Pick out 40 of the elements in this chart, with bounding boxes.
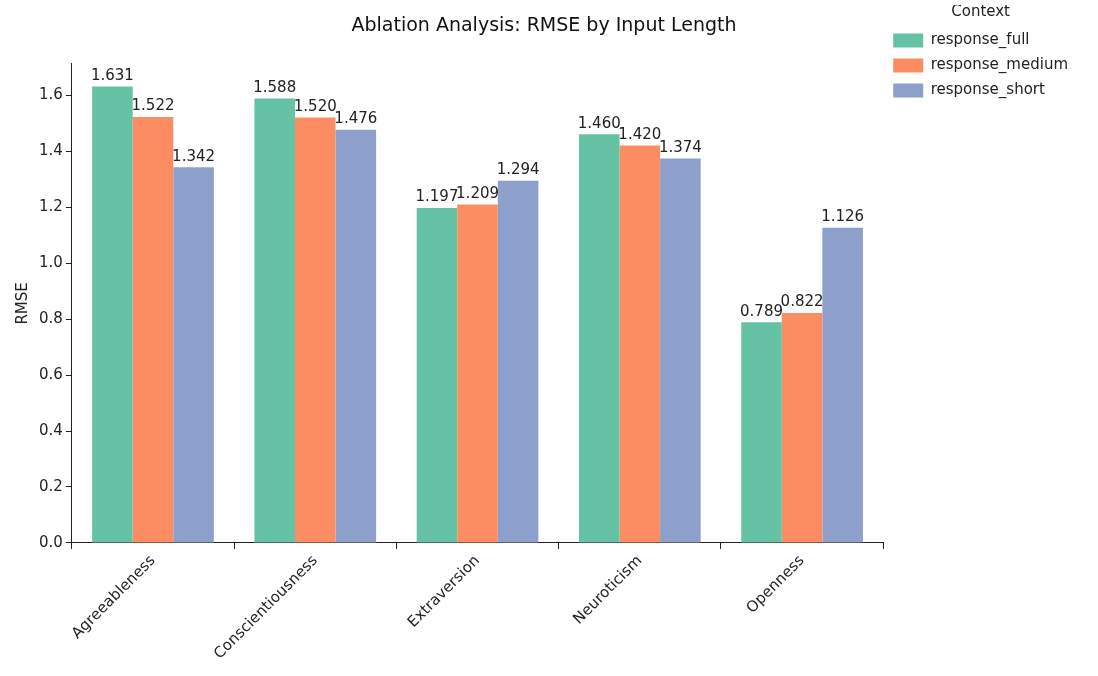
data-label: 1.522	[131, 96, 175, 115]
data-label: 1.588	[253, 77, 297, 96]
data-label: 1.294	[496, 160, 540, 179]
data-label: 1.209	[456, 183, 500, 202]
bar	[173, 167, 214, 543]
bar	[416, 207, 458, 543]
data-label: 1.520	[293, 96, 337, 115]
bar	[781, 312, 823, 543]
bar	[660, 158, 701, 543]
chart-title: Ablation Analysis: RMSE by Input Length	[351, 13, 737, 36]
data-label: 1.126	[821, 207, 865, 226]
data-label: 1.476	[334, 109, 378, 128]
bar	[294, 117, 336, 543]
legend-label: response_medium	[930, 55, 1068, 75]
bar	[92, 86, 133, 543]
legend-label: response_short	[930, 80, 1046, 100]
legend-label: response_full	[930, 30, 1030, 50]
bar	[132, 116, 174, 543]
data-label: 1.631	[90, 65, 134, 84]
bar	[741, 322, 782, 543]
bar	[822, 227, 863, 543]
y-tick-label: 1.0	[39, 252, 63, 271]
y-axis-title: RMSE	[12, 282, 31, 325]
y-tick-label: 0.6	[39, 364, 63, 383]
y-tick-label: 0.4	[39, 420, 63, 439]
data-label: 1.342	[172, 146, 216, 165]
legend-title: Context	[951, 2, 1011, 21]
bar	[254, 98, 295, 543]
bar	[578, 134, 620, 543]
data-label: 1.460	[577, 113, 621, 132]
bar	[497, 180, 539, 543]
bar	[619, 145, 661, 543]
bar	[457, 204, 498, 543]
y-tick-label: 0.2	[39, 476, 63, 495]
y-tick-label: 0.8	[39, 308, 63, 327]
bar	[335, 129, 377, 543]
y-tick-label: 1.6	[39, 85, 63, 104]
y-tick-label: 1.2	[39, 196, 63, 215]
y-tick-label: 0.0	[39, 532, 63, 551]
y-tick-label: 1.4	[39, 141, 63, 160]
